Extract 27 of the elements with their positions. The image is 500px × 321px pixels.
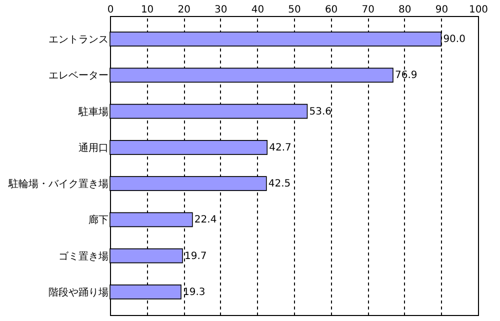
x-tick-label: 0 — [107, 4, 114, 16]
x-tick-label: 30 — [214, 4, 228, 16]
y-tick-label: 駐車場 — [78, 106, 108, 118]
x-tick-label: 100 — [468, 4, 488, 16]
data-label: 76.9 — [394, 70, 418, 82]
x-tick-label: 90 — [435, 4, 448, 16]
data-label: 42.5 — [268, 178, 291, 190]
data-label: 42.7 — [269, 142, 292, 154]
x-tick-label: 50 — [288, 4, 301, 16]
data-label: 90.0 — [443, 34, 466, 46]
data-label: 53.6 — [309, 106, 332, 118]
x-tick-label: 10 — [140, 4, 154, 16]
y-tick-label: 廊下 — [88, 214, 108, 226]
x-tick-label: 80 — [398, 4, 412, 16]
x-tick-label: 60 — [324, 4, 338, 16]
y-tick-label: 階段や踊り場 — [48, 286, 108, 298]
y-tick-label: エントランス — [48, 34, 108, 46]
y-tick-label: 通用口 — [78, 142, 108, 154]
x-tick-label: 20 — [178, 4, 190, 16]
data-label: 19.7 — [184, 250, 207, 262]
data-label: 19.3 — [183, 286, 206, 298]
y-tick-label: 駐輪場・バイク置き場 — [8, 178, 108, 190]
x-tick-label: 40 — [251, 4, 264, 16]
y-tick-label: ゴミ置き場 — [58, 250, 108, 262]
x-tick-label: 70 — [362, 4, 374, 16]
data-label: 22.4 — [194, 214, 217, 226]
y-tick-label: エレベーター — [48, 70, 108, 82]
